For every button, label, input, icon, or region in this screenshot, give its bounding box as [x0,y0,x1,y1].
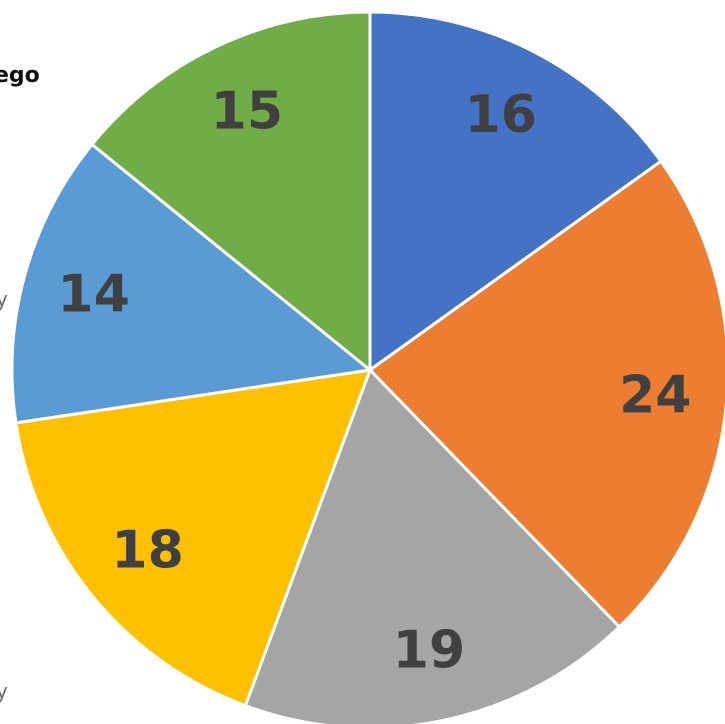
pie-slice [368,10,663,373]
annotation: y [0,679,8,703]
annotation: y [0,287,8,311]
pie-slice [89,10,372,374]
data-label: 19 [393,620,465,680]
data-label: 15 [211,81,283,141]
pie-slice [367,159,725,629]
pie-slice [14,368,373,708]
annotation: ego [0,63,40,88]
data-label: 14 [58,265,130,325]
data-label: 16 [465,85,537,145]
pie-slice [10,142,374,425]
data-label: 24 [619,365,691,425]
pie-slice [243,367,622,724]
data-label: 18 [111,520,183,580]
